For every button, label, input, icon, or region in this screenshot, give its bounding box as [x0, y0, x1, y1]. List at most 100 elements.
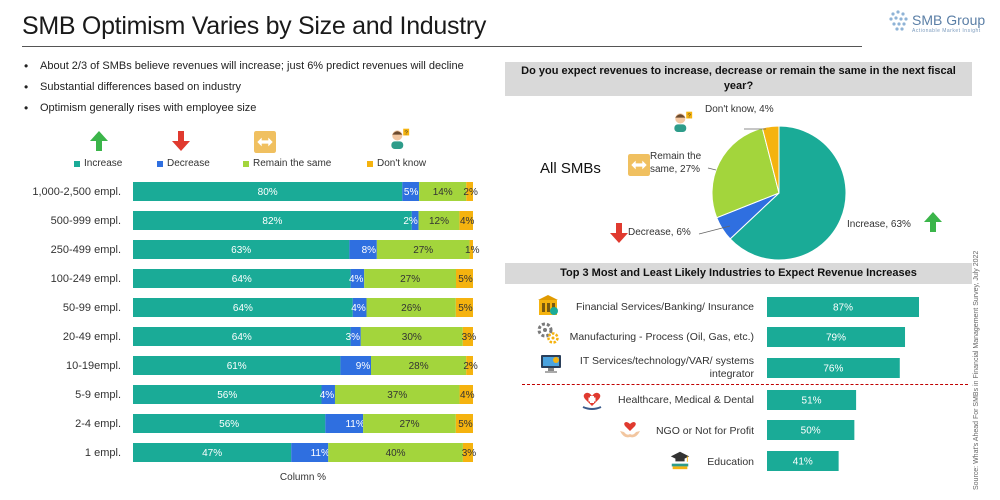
legend-swatch [367, 160, 373, 167]
bar-segment-decrease [325, 414, 364, 433]
data-label: 63% [231, 245, 251, 256]
svg-text:?: ? [688, 114, 692, 120]
data-label: 4% [460, 390, 475, 401]
bar-segment-don-t-know [462, 327, 473, 346]
heart-hand-icon [582, 392, 602, 410]
bar-segment-remain-the-same [334, 385, 460, 404]
pie-label-text: Don't know, 4% [705, 104, 774, 115]
industry-bar [767, 420, 855, 440]
bar-segment-remain-the-same [328, 443, 463, 462]
pie-label-increase: Increase, 63% [847, 219, 911, 230]
bar-segment-decrease [350, 327, 361, 346]
data-label: 11% [311, 448, 330, 459]
data-label: 64% [232, 274, 252, 285]
legend-label: Decrease [167, 158, 210, 169]
industry-label-financial: Financial Services/Banking/ Insurance [575, 301, 754, 313]
data-label: 80% [258, 187, 278, 198]
bar-segment-don-t-know [455, 414, 473, 433]
logo-text: SMB Group [912, 12, 986, 28]
data-label: 64% [232, 332, 252, 343]
industry-bar [767, 297, 919, 317]
industry-bar [767, 390, 857, 410]
bar-segment-increase [133, 211, 412, 230]
industry-bar [767, 451, 839, 471]
data-label: 4% [320, 390, 335, 401]
bullet-item: Optimism generally rises with employee s… [22, 101, 492, 115]
legend-decrease: Decrease [157, 158, 210, 169]
industry-label-healthcare: Healthcare, Medical & Dental [618, 394, 754, 406]
category-label: 5-9 empl. [75, 389, 121, 401]
bar-segment-don-t-know [466, 182, 473, 201]
data-label: 40% [386, 448, 406, 459]
pie-slice-increase [729, 125, 847, 261]
page-title: SMB Optimism Varies by Size and Industry [22, 12, 487, 40]
data-label: 37% [387, 390, 407, 401]
industry-bar [767, 327, 906, 347]
data-label: 28% [409, 361, 429, 372]
smb-group-logo-icon [889, 10, 908, 31]
bar-segment-remain-the-same [376, 240, 470, 259]
data-label: 61% [227, 361, 247, 372]
bar-segment-decrease [340, 356, 371, 375]
industry-label-manufacturing: Manufacturing - Process (Oil, Gas, etc.) [569, 331, 754, 343]
industry-value-label: 50% [801, 426, 821, 437]
bar-segment-remain-the-same [371, 356, 467, 375]
title-divider [22, 46, 862, 47]
pie-label-decrease: Decrease, 6% [628, 227, 691, 238]
data-label: 3% [462, 332, 477, 343]
pie-label-dont-know: Don't know, 4% [705, 104, 774, 115]
bar-segment-increase [133, 443, 292, 462]
category-label: 20-49 empl. [63, 331, 121, 343]
legend-dont-know: Don't know [367, 158, 426, 169]
data-label: 14% [433, 187, 453, 198]
bar-segment-don-t-know [459, 385, 473, 404]
heart-hands-icon [620, 422, 640, 438]
data-label: 8% [362, 245, 377, 256]
bar-segment-decrease [350, 269, 365, 288]
x-axis-label: Column % [280, 472, 326, 483]
confused-person-icon: ? [674, 111, 693, 132]
data-label: 47% [202, 448, 222, 459]
legend-increase: Increase [74, 158, 122, 169]
industry-bar [767, 358, 900, 378]
bar-segment-increase [133, 327, 351, 346]
bar-segment-remain-the-same [366, 298, 456, 317]
pie-slice-remain-the-same [711, 127, 780, 219]
industry-value-label: 87% [833, 303, 853, 314]
category-label: 100-249 empl. [51, 273, 121, 285]
data-label: 5% [404, 187, 419, 198]
category-label: 1 empl. [85, 447, 121, 459]
bar-segment-decrease [321, 385, 335, 404]
category-label: 500-999 empl. [51, 215, 121, 227]
green-up-arrow-icon [924, 212, 942, 232]
data-label: 9% [356, 361, 371, 372]
industry-value-label: 41% [793, 457, 813, 468]
confused-person-icon: ? [391, 128, 410, 149]
data-label: 3% [462, 448, 477, 459]
industry-divider [522, 384, 968, 385]
data-label: 27% [399, 419, 419, 430]
data-label: 5% [458, 274, 473, 285]
bar-segment-decrease [349, 240, 377, 259]
industry-value-label: 51% [802, 396, 822, 407]
category-label: 1,000-2,500 empl. [32, 186, 121, 198]
bar-segment-don-t-know [456, 269, 473, 288]
data-label: 4% [351, 303, 366, 314]
bar-segment-decrease [402, 182, 420, 201]
data-label: 11% [345, 419, 364, 430]
bar-segment-remain-the-same [360, 327, 463, 346]
bar-segment-remain-the-same [419, 182, 467, 201]
industry-chart-title: Top 3 Most and Least Likely Industries t… [505, 263, 972, 284]
source-note: Source: What's Ahead For SMBs in Financi… [973, 250, 980, 490]
legend-label: Increase [84, 158, 123, 169]
data-label: 4% [349, 274, 364, 285]
pie-chart-title: Do you expect revenues to increase, decr… [505, 62, 972, 96]
legend-swatch [157, 160, 163, 167]
bar-segment-remain-the-same [364, 269, 456, 288]
data-label: 2% [463, 187, 478, 198]
bar-segment-decrease [291, 443, 329, 462]
bar-segment-don-t-know [469, 240, 473, 259]
data-label: 27% [400, 274, 420, 285]
bar-segment-remain-the-same [363, 414, 456, 433]
